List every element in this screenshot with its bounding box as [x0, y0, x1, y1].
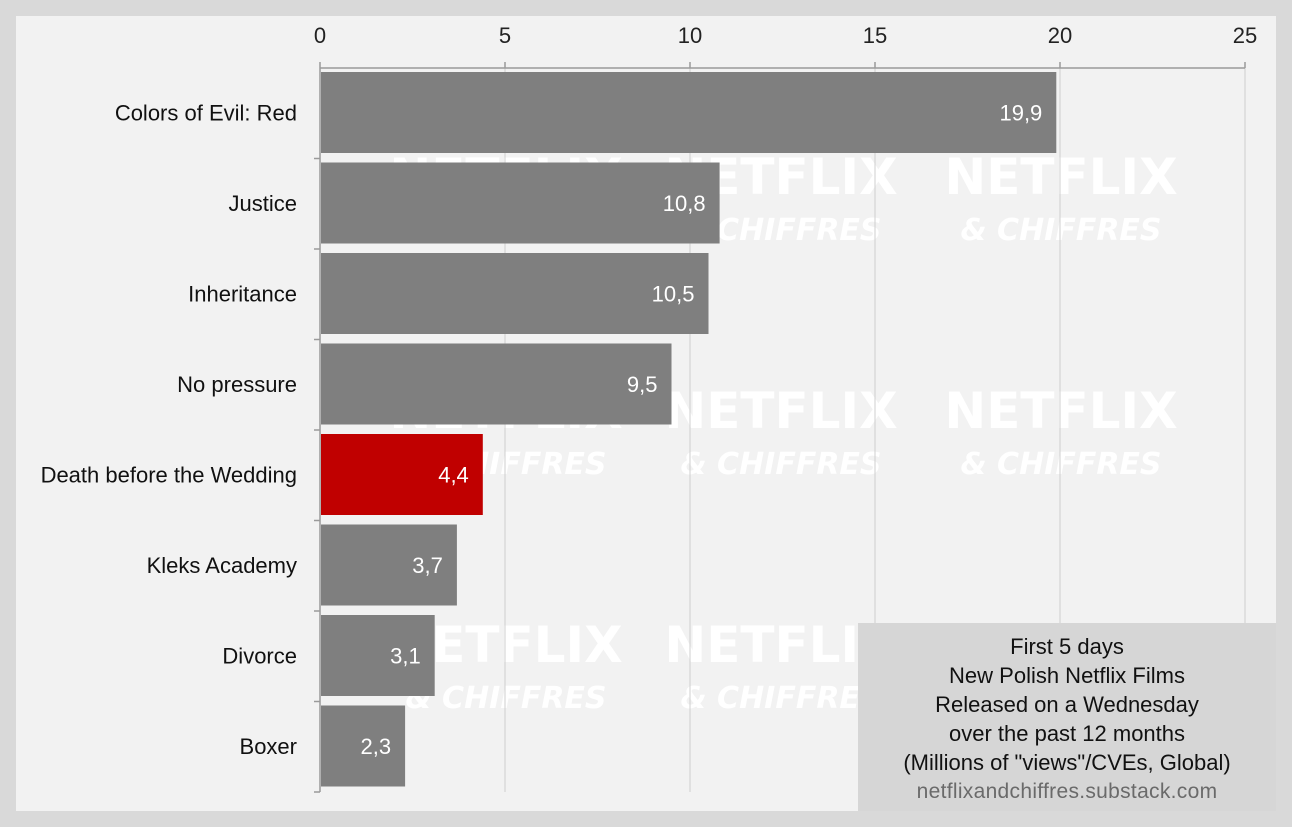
category-label: Justice	[229, 191, 297, 216]
chart-note: First 5 days New Polish Netflix Films Re…	[858, 623, 1276, 811]
bar	[321, 162, 720, 244]
note-line-3: Released on a Wednesday	[935, 692, 1199, 717]
category-label: Death before the Wedding	[41, 463, 297, 488]
x-tick-label: 10	[678, 23, 702, 48]
source-link[interactable]: netflixandchiffres.substack.com	[916, 780, 1218, 803]
category-label: Colors of Evil: Red	[115, 101, 297, 126]
x-tick-label: 20	[1048, 23, 1072, 48]
bar	[321, 705, 406, 787]
bar-chart: NETFLIX & CHIFFRES NETFLIX & CHIFFRES NETFLI…	[41, 23, 1257, 793]
note-line-1: First 5 days	[1010, 634, 1124, 659]
watermark-logo-text: NETFLIX	[944, 148, 1177, 206]
x-tick-label: 0	[314, 23, 326, 48]
category-label: Inheritance	[188, 282, 297, 307]
watermark-subtitle-text: & CHIFFRES	[680, 447, 881, 482]
category-label: Kleks Academy	[147, 553, 297, 578]
bar	[321, 524, 457, 606]
watermark-logo-text: NETFLIX	[664, 382, 897, 440]
watermark-logo-text: NETFLIX	[944, 382, 1177, 440]
category-label: Divorce	[222, 644, 297, 669]
value-label: 10,8	[663, 191, 706, 216]
bar	[321, 72, 1057, 153]
chart-frame: NETFLIX & CHIFFRES NETFLIX & CHIFFRES NETFLI…	[16, 16, 1276, 811]
value-label: 3,1	[390, 644, 421, 669]
category-label: Boxer	[240, 734, 297, 759]
value-label: 19,9	[999, 101, 1042, 126]
watermark-subtitle-text: & CHIFFRES	[960, 447, 1161, 482]
watermark-subtitle-text: & CHIFFRES	[405, 681, 606, 716]
value-label: 2,3	[361, 734, 392, 759]
note-line-4: over the past 12 months	[948, 721, 1186, 746]
bar	[321, 343, 672, 425]
bar	[321, 434, 483, 515]
value-label: 4,4	[438, 463, 469, 488]
value-label: 9,5	[627, 372, 658, 397]
watermark-subtitle-text: & CHIFFRES	[960, 213, 1161, 248]
x-tick-label: 25	[1233, 23, 1257, 48]
value-label: 3,7	[412, 553, 443, 578]
category-label: No pressure	[177, 372, 297, 397]
x-tick-label: 15	[863, 23, 887, 48]
bar	[321, 615, 435, 696]
note-line-2: New Polish Netflix Films	[949, 663, 1185, 688]
watermark-subtitle-text: & CHIFFRES	[680, 681, 881, 716]
bar	[321, 253, 709, 334]
note-line-5: (Millions of "views"/CVEs, Global)	[903, 750, 1231, 775]
x-tick-label: 5	[499, 23, 511, 48]
value-label: 10,5	[652, 282, 695, 307]
